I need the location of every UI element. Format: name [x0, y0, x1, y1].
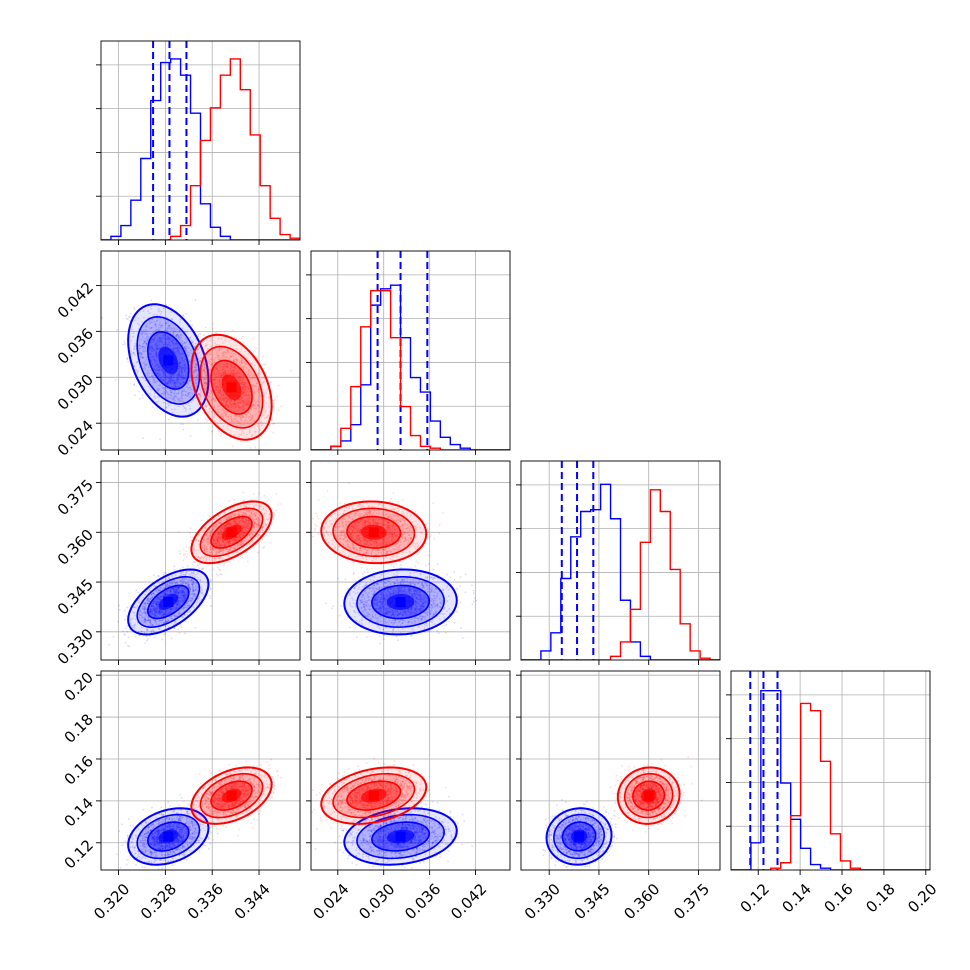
density-peak	[574, 831, 585, 842]
panel-3-0: 0.320 0.328 0.336 0.344 0.12 0.14 0.16 0.18 0.20	[61, 668, 301, 923]
panel-frame	[100, 670, 301, 871]
panel-frame	[100, 460, 301, 661]
panel-frame	[520, 670, 721, 871]
density-peak	[226, 790, 237, 801]
x-tick-label: 0.20	[904, 880, 940, 916]
panel-frame	[520, 460, 721, 661]
histogram-series-1	[731, 702, 930, 870]
density-peak	[395, 831, 406, 842]
density-peak	[163, 596, 174, 607]
x-tick-label: 0.036	[401, 880, 444, 923]
density-peak	[368, 790, 379, 801]
panel-3-2: 0.330 0.345 0.360 0.375	[516, 670, 721, 923]
panel-2-1	[306, 460, 511, 665]
panel-frame	[100, 40, 301, 241]
panel-frame	[100, 250, 301, 451]
x-tick-label: 0.345	[571, 880, 614, 923]
density-peak	[163, 831, 174, 842]
panel-2-2	[516, 460, 721, 665]
histogram-series-0	[731, 690, 930, 870]
density-peak	[226, 527, 237, 538]
y-tick-label: 0.18	[61, 710, 97, 746]
x-tick-label: 0.330	[521, 880, 564, 923]
x-tick-label: 0.024	[309, 880, 352, 923]
histogram-series-1	[101, 58, 300, 240]
x-tick-label: 0.042	[447, 880, 490, 923]
sample-cloud-series-0	[324, 551, 478, 645]
histogram-series-0	[311, 284, 510, 450]
x-tick-label: 0.360	[620, 880, 663, 923]
y-tick-label: 0.12	[61, 836, 97, 872]
y-tick-label: 0.14	[61, 794, 97, 830]
panel-2-0: 0.330 0.345 0.360 0.375	[54, 460, 301, 668]
density-peak	[395, 596, 406, 607]
x-tick-label: 0.375	[670, 880, 713, 923]
x-tick-label: 0.344	[231, 880, 274, 923]
y-tick-label: 0.16	[61, 752, 97, 788]
panel-frame	[730, 670, 931, 871]
panel-frame	[310, 670, 511, 871]
histogram-series-1	[311, 289, 510, 450]
y-tick-label: 0.345	[54, 575, 97, 618]
panel-frame	[310, 250, 511, 451]
x-tick-label: 0.14	[779, 880, 815, 916]
y-tick-label: 0.330	[54, 625, 97, 668]
density-peak	[226, 382, 237, 393]
x-tick-label: 0.336	[184, 880, 227, 923]
x-tick-label: 0.328	[137, 880, 180, 923]
density-peak	[368, 527, 379, 538]
x-tick-label: 0.18	[862, 880, 898, 916]
x-tick-label: 0.030	[355, 880, 398, 923]
histogram-series-0	[521, 483, 720, 660]
y-tick-label: 0.20	[61, 668, 97, 704]
y-tick-label: 0.360	[54, 526, 97, 569]
panel-3-3: 0.12 0.14 0.16 0.18 0.20	[726, 670, 941, 916]
y-tick-label: 0.030	[54, 371, 97, 414]
histogram-series-1	[521, 489, 720, 660]
panel-frame	[310, 460, 511, 661]
panel-0-0	[96, 40, 301, 245]
x-tick-label: 0.16	[820, 880, 856, 916]
y-tick-label: 0.375	[54, 476, 97, 519]
y-tick-label: 0.042	[54, 279, 97, 322]
y-tick-label: 0.036	[54, 325, 97, 368]
density-peak	[163, 355, 174, 366]
panel-1-1	[306, 250, 511, 455]
density-peak	[643, 790, 654, 801]
x-tick-label: 0.12	[737, 880, 773, 916]
panel-3-1: 0.024 0.030 0.036 0.042	[306, 670, 511, 923]
x-tick-label: 0.320	[90, 880, 133, 923]
y-tick-label: 0.024	[54, 416, 97, 459]
